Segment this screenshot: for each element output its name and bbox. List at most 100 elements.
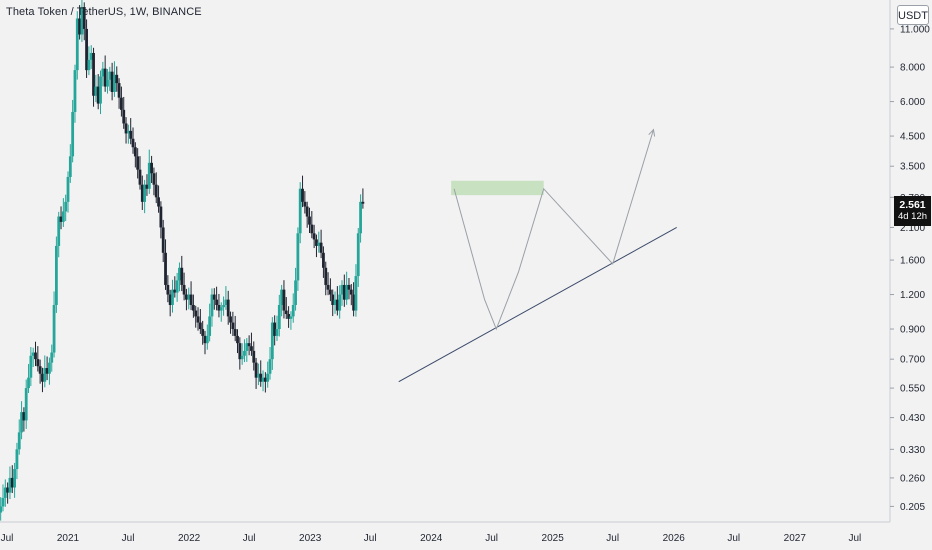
candle-body [143,184,147,202]
candle-body [57,216,61,246]
candle-body [41,373,44,382]
candle-body [64,201,68,212]
price-tick-label: 4.500 [900,132,925,143]
candle-body [189,294,193,305]
candle-body [131,138,135,148]
candle-body [356,233,360,277]
candle-body [319,242,323,253]
candle-body [333,299,337,305]
price-tick-label: 0.550 [900,384,925,395]
candle-body [61,211,65,222]
candle-body [335,299,339,311]
candle-body [354,276,358,311]
candle-body [0,506,3,513]
time-tick-label: Jul [727,533,740,544]
projection-path [453,129,654,331]
last-price-badge: 2.561 4d 12h [894,196,931,226]
candle-body [238,343,242,360]
candle-body [24,388,28,421]
candle-body [103,68,107,87]
candle-body [59,216,63,222]
candle-body [226,299,230,317]
candle-body [317,242,321,246]
candle-body [152,173,156,185]
candle-body [22,412,26,421]
candle-body [145,184,149,189]
candle-body [245,343,249,351]
candle-body [294,280,297,305]
candle-body [203,335,207,344]
candle-body [208,316,212,336]
symbol-title: Theta Token / TetherUS, 1W, BINANCE [6,6,202,18]
candle-body [359,201,362,234]
candle-body [85,28,88,71]
candle-body [198,322,202,330]
candle-body [36,359,40,367]
candle-body [138,169,142,185]
currency-unit-button[interactable]: USDT [897,5,929,25]
candle-body [92,52,95,96]
candle-body [310,224,314,234]
candle-body [257,373,260,378]
candle-body [282,289,286,311]
candle-body [17,432,21,450]
candle-body [298,188,302,234]
candle-body [161,227,165,253]
candle-body [129,130,133,139]
candle-body [312,233,316,240]
candle-body [250,346,253,351]
candle-body [215,299,219,305]
candle-body [352,294,356,311]
candle-body [191,304,195,311]
candle-body [147,162,151,189]
candle-body [252,350,256,363]
candle-body [175,280,179,293]
candle-body [326,284,330,290]
resistance-zone [451,180,544,196]
price-tick-label: 3.500 [900,162,925,173]
candle-body [231,322,235,330]
time-tick-label: 2021 [57,533,80,544]
candle-body [171,289,174,305]
candle-body [254,362,258,378]
candle-body [126,130,130,134]
candle-body [31,352,35,356]
candle-body [349,289,353,295]
candle-body [115,74,119,84]
candle-body [273,322,277,336]
candle-body [259,373,263,382]
candle-body [303,201,307,207]
candle-body [48,362,51,374]
candle-body [270,322,274,360]
candle-body [96,86,100,104]
candle-body [122,109,126,124]
candle-body [71,112,75,157]
candle-body [331,294,335,305]
candle-body [52,304,56,353]
price-tick-label: 11.000 [900,24,930,35]
drawings-layer [398,128,677,383]
price-tick-label: 8.000 [900,63,925,74]
candle-body [66,176,70,202]
candle-body [110,71,114,92]
candle-body [43,368,47,382]
candle-body [154,184,158,198]
price-tick-label: 0.430 [900,413,925,424]
candle-body [324,267,328,285]
candle-body [305,206,309,217]
candle-body [178,267,181,281]
time-tick-label: 2022 [178,533,201,544]
candle-body [113,74,116,92]
candle-body [38,366,42,374]
candle-body [101,68,105,77]
candle-body [89,52,93,60]
candle-body [361,201,365,204]
candle-body [322,252,325,268]
projection-arrowhead [648,128,656,137]
candle-body [182,284,186,295]
candle-body [45,368,49,374]
candle-body [224,299,228,305]
candle-body [222,304,225,308]
candle-body [268,359,272,374]
